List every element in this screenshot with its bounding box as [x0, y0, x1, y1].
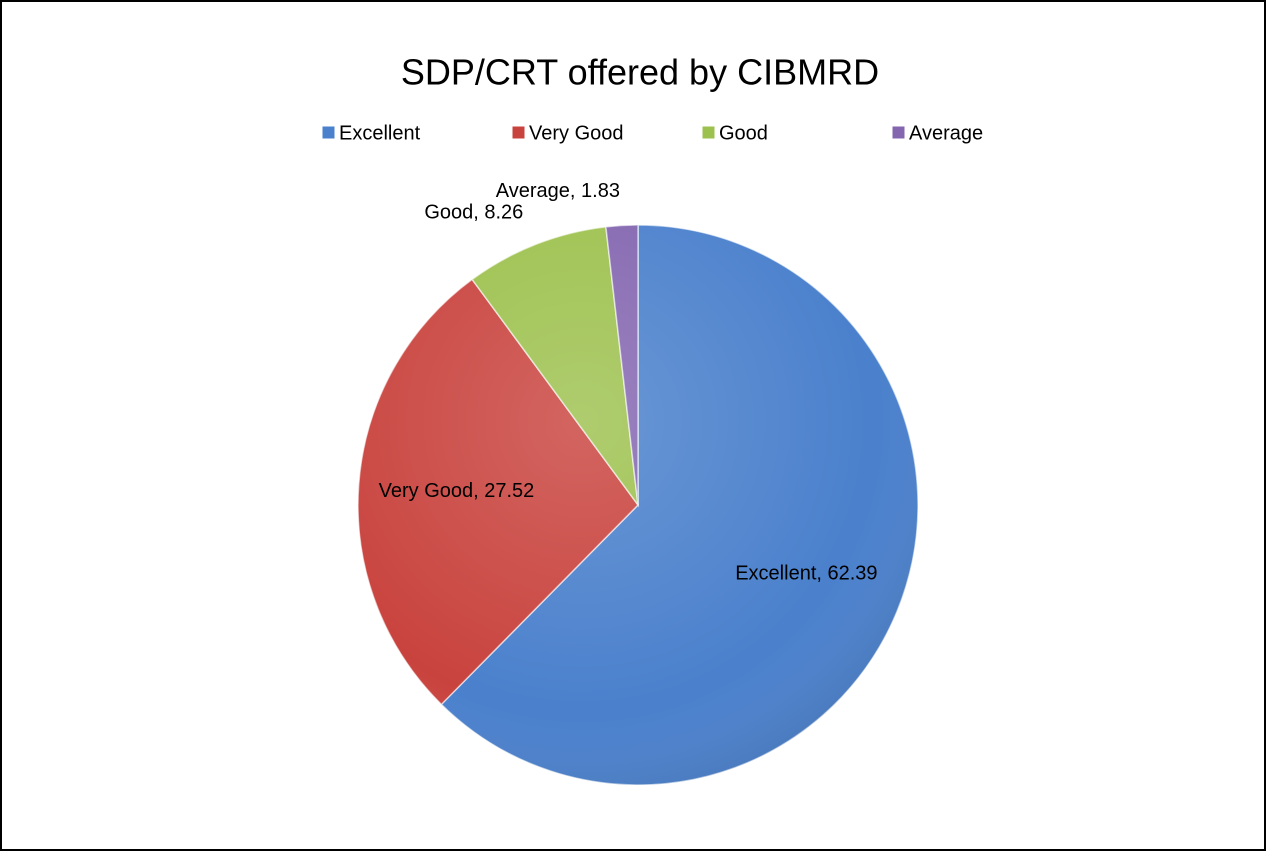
- legend-label: Very Good: [529, 122, 624, 144]
- legend-swatch: [511, 125, 526, 140]
- legend-swatch: [321, 125, 336, 140]
- pie: [357, 224, 919, 786]
- legend-label: Good: [719, 122, 768, 144]
- data-label: Good, 8.26: [424, 201, 523, 223]
- legend-label: Excellent: [339, 122, 421, 144]
- data-label: Average, 1.83: [496, 180, 620, 202]
- chart-title: SDP/CRT offered by CIBMRD: [401, 52, 879, 93]
- legend-swatch: [701, 125, 716, 140]
- legend-swatch: [891, 125, 906, 140]
- data-label: Very Good, 27.52: [379, 480, 535, 502]
- data-label: Excellent, 62.39: [735, 562, 877, 584]
- legend-label: Average: [909, 122, 983, 144]
